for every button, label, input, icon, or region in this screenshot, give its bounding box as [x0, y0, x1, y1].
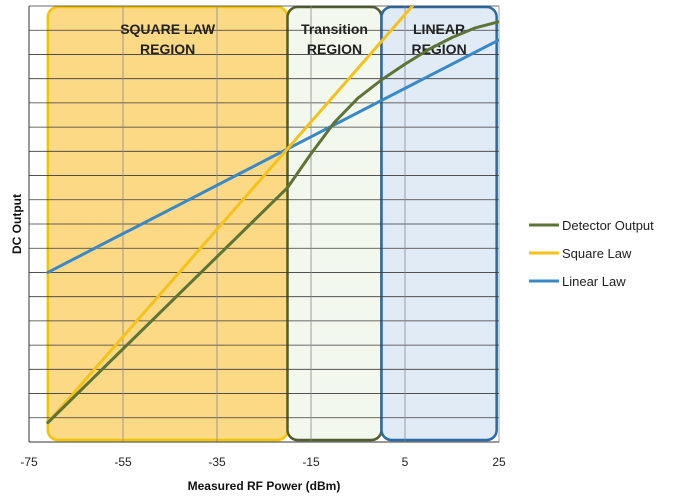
x-tick-label: -35: [208, 455, 226, 469]
series-line-detector-output: [46, 20, 499, 425]
x-axis-title: Measured RF Power (dBm): [188, 479, 341, 493]
legend-label: Square Law: [562, 246, 632, 261]
region-label-linear: LINEAR: [413, 21, 465, 37]
series-lines: [46, 6, 499, 425]
x-tick-label: -15: [302, 455, 320, 469]
region-label-transition: Transition: [301, 21, 368, 37]
y-axis-title: DC Output: [10, 194, 24, 254]
region-transition: [286, 5, 383, 442]
region-labels: SQUARE LAWREGIONTransitionREGIONLINEARRE…: [120, 21, 466, 57]
region-label-square-law: REGION: [140, 41, 195, 57]
regions: [46, 5, 498, 442]
x-tick-label: -55: [114, 455, 132, 469]
x-tick-label: 25: [492, 455, 506, 469]
series-line-square-law: [46, 6, 415, 425]
axes: [28, 6, 499, 443]
legend-label: Linear Law: [562, 274, 626, 289]
x-tick-label: 5: [402, 455, 409, 469]
region-linear: [380, 5, 498, 442]
x-tick-labels: -75 -55 -35 -15 5 25: [20, 455, 506, 469]
region-label-transition: REGION: [307, 41, 362, 57]
x-tick-label: -75: [20, 455, 38, 469]
legend-label: Detector Output: [562, 218, 654, 233]
region-label-square-law: SQUARE LAW: [120, 21, 216, 37]
series-line-linear-law: [46, 38, 499, 274]
legend: Detector Output Square Law Linear Law: [529, 218, 654, 289]
